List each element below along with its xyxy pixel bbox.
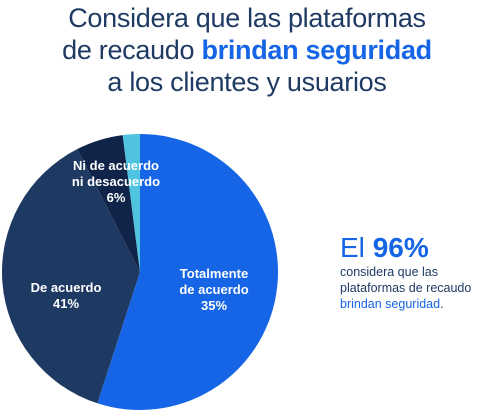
callout: El 96% considera que las plataformas de … (340, 232, 490, 312)
label-ni-pct: 6% (106, 190, 126, 205)
label-ni-line-2: ni desacuerdo (71, 174, 161, 189)
callout-headline: El 96% (340, 232, 490, 264)
label-de-acuerdo: De acuerdo 41% (16, 280, 116, 312)
label-totalmente-line-2: de acuerdo (179, 282, 249, 297)
title-line-2: de recaudo brindan seguridad (0, 34, 494, 66)
slice-otro (122, 134, 140, 272)
slice-totalmente-de-acuerdo (97, 134, 278, 410)
title-line-3: a los clientes y usuarios (107, 67, 387, 97)
callout-el: El (340, 232, 373, 263)
callout-line-2: plataformas de recaudo (340, 281, 472, 295)
slice-de-acuerdo (2, 149, 141, 404)
pie-chart (2, 134, 278, 410)
label-ni-line-1: Ni de acuerdo (73, 158, 159, 173)
callout-highlight: brindan seguridad (340, 297, 441, 311)
label-de-acuerdo-pct: 41% (52, 296, 80, 311)
callout-period: . (440, 297, 444, 311)
label-de-acuerdo-line-1: De acuerdo (30, 280, 102, 295)
callout-percent: 96% (372, 232, 429, 263)
callout-line-3: brindan seguridad. (340, 296, 490, 312)
callout-line-1: considera que las (340, 265, 438, 279)
label-ni-de-acuerdo: Ni de acuerdo ni desacuerdo 6% (63, 158, 169, 206)
label-totalmente-pct: 35% (200, 298, 228, 313)
title-line-2-text: de recaudo (62, 35, 202, 65)
chart-title: Considera que las plataformas de recaudo… (0, 2, 494, 98)
label-totalmente-de-acuerdo: Totalmente de acuerdo 35% (166, 266, 262, 314)
label-totalmente-line-1: Totalmente (179, 266, 249, 281)
title-highlight: brindan seguridad (201, 35, 432, 65)
slice-ni-de-acuerdo (77, 135, 140, 272)
title-line-1: Considera que las plataformas (68, 3, 426, 33)
